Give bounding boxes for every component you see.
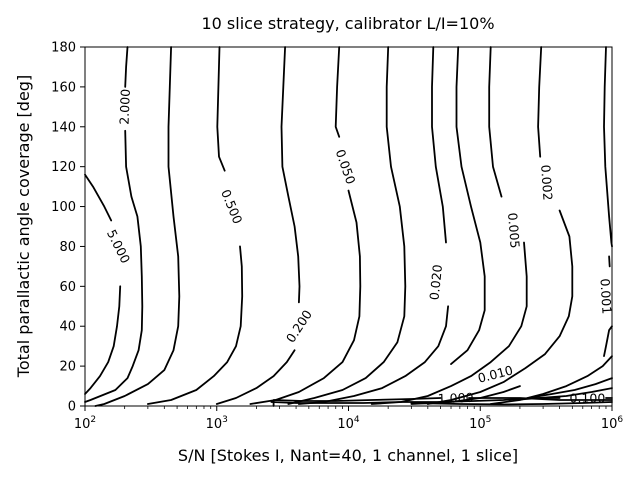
contour-label: 0.001 bbox=[597, 278, 614, 315]
contour-line bbox=[84, 129, 144, 403]
contour-line bbox=[603, 325, 613, 357]
contour-label-group: 1.000 bbox=[437, 390, 473, 406]
contour-line bbox=[216, 46, 226, 172]
contour-label: 0.002 bbox=[538, 164, 555, 201]
contour-line bbox=[513, 387, 613, 401]
x-axis-ticks: 102 103 104 105 106 bbox=[74, 406, 624, 432]
x-axis-label: S/N [Stokes I, Nant=40, 1 channel, 1 sli… bbox=[178, 446, 518, 465]
contour-line bbox=[426, 209, 574, 405]
contour-line bbox=[94, 46, 181, 407]
contour-line bbox=[537, 46, 543, 158]
contour-line bbox=[287, 46, 407, 405]
contour-line bbox=[488, 46, 503, 198]
y-tick-label: 40 bbox=[59, 320, 76, 335]
contour-line bbox=[215, 349, 296, 405]
y-tick-label: 180 bbox=[51, 41, 76, 56]
contour-lines bbox=[84, 46, 613, 407]
contour-line bbox=[468, 397, 613, 401]
contour-line bbox=[124, 46, 129, 88]
x-tick-label: 104 bbox=[337, 415, 360, 432]
contour-label-group: 0.005 bbox=[505, 212, 523, 249]
contour-label: 2.000 bbox=[116, 89, 132, 125]
contour-label: 0.100 bbox=[570, 391, 606, 406]
x-tick-label: 103 bbox=[206, 415, 228, 432]
contour-label-group: 0.020 bbox=[426, 264, 445, 301]
y-tick-label: 120 bbox=[51, 160, 76, 175]
y-axis-ticks: 0 20 40 60 80 100 120 140 160 180 bbox=[51, 41, 85, 415]
contour-label-group: 0.100 bbox=[570, 391, 606, 406]
contour-label: 1.000 bbox=[437, 390, 473, 406]
contour-line bbox=[272, 397, 442, 407]
contour-line bbox=[249, 189, 362, 405]
contour-label-group: 0.001 bbox=[597, 278, 614, 315]
contour-label: 0.005 bbox=[505, 212, 523, 249]
contour-line bbox=[84, 285, 122, 395]
contour-line bbox=[431, 46, 447, 244]
contour-line bbox=[527, 377, 613, 399]
contour-line bbox=[334, 46, 341, 138]
y-tick-label: 20 bbox=[59, 360, 76, 375]
y-tick-label: 140 bbox=[51, 120, 76, 135]
y-tick-label: 100 bbox=[51, 200, 76, 215]
y-tick-label: 0 bbox=[68, 400, 76, 415]
y-tick-label: 160 bbox=[51, 80, 76, 95]
contour-line bbox=[84, 173, 113, 222]
contour-label-group: 2.000 bbox=[116, 89, 132, 125]
contour-line bbox=[608, 255, 611, 268]
x-tick-label: 102 bbox=[74, 415, 96, 432]
contour-line bbox=[603, 46, 613, 248]
x-tick-label: 106 bbox=[601, 415, 624, 432]
contour-line bbox=[147, 245, 244, 405]
contour-line bbox=[450, 46, 486, 365]
contour-line bbox=[410, 401, 613, 406]
contour-line bbox=[280, 46, 301, 304]
chart-title: 10 slice strategy, calibrator L/I=10% bbox=[201, 14, 494, 33]
y-axis-label: Total parallactic angle coverage [deg] bbox=[14, 75, 33, 378]
y-tick-label: 60 bbox=[59, 280, 76, 295]
contour-line bbox=[298, 305, 449, 405]
x-tick-label: 105 bbox=[469, 415, 491, 432]
contour-label-group: 0.002 bbox=[538, 164, 555, 201]
contour-label: 0.020 bbox=[426, 264, 445, 301]
y-tick-label: 80 bbox=[59, 240, 76, 255]
